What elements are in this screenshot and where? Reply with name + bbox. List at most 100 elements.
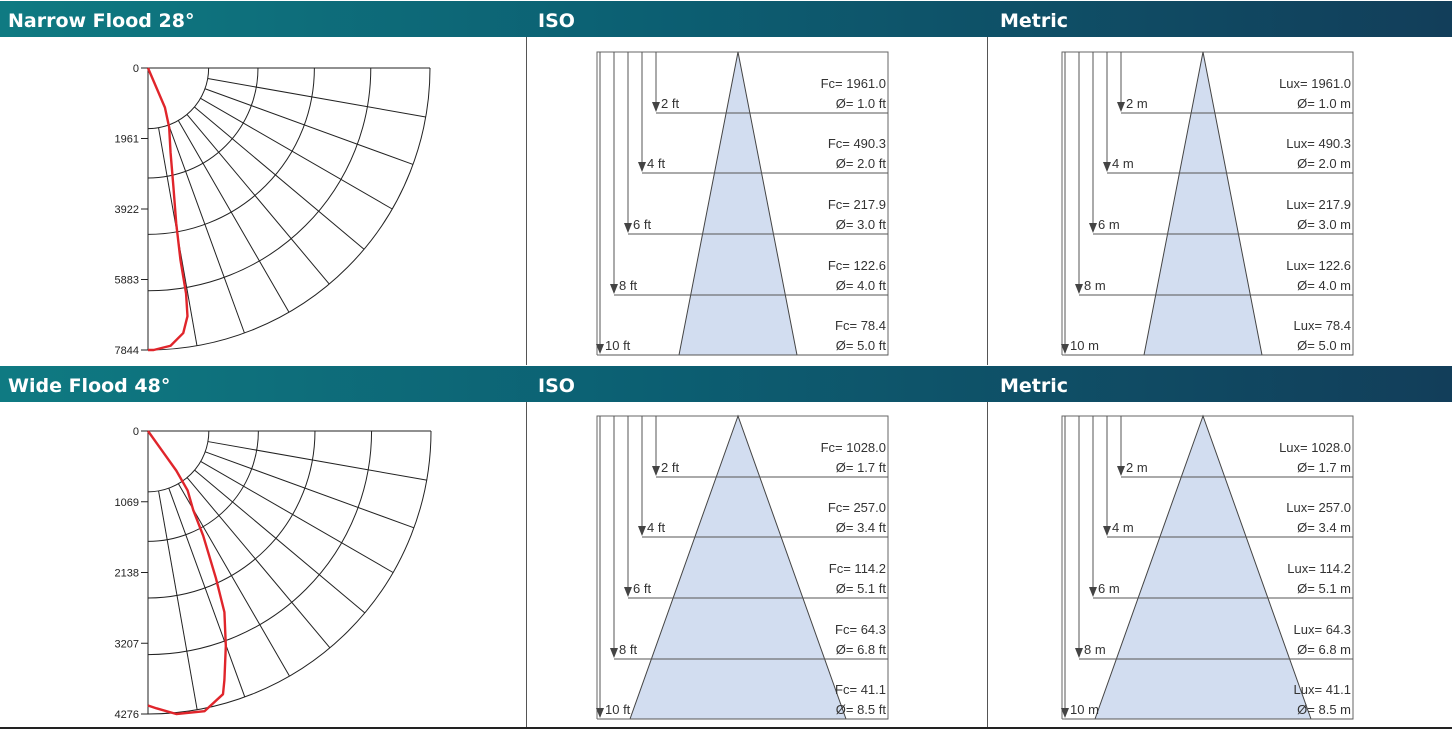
distance-label: 4 ft — [647, 156, 665, 171]
polar-radial — [177, 483, 290, 677]
metric-beam-diagram — [1061, 414, 1354, 720]
polar-arc — [147, 430, 432, 715]
arrow-head — [1103, 162, 1111, 172]
beam-diameter: Ø= 3.4 m — [1297, 520, 1351, 535]
distance-label: 6 ft — [633, 217, 651, 232]
bottom-rule — [0, 727, 1452, 729]
distance-label: 2 ft — [661, 96, 679, 111]
beam-diameter: Ø= 2.0 ft — [836, 156, 887, 171]
polar-tick-label: 3207 — [115, 638, 139, 650]
column-divider — [987, 37, 988, 365]
distance-label: 8 m — [1084, 642, 1106, 657]
section-title: Wide Flood 48° — [8, 375, 171, 397]
beam-diameter: Ø= 5.0 m — [1297, 338, 1351, 353]
distance-label: 2 m — [1126, 96, 1148, 111]
beam-diameter: Ø= 3.4 ft — [836, 520, 887, 535]
distance-label: 4 ft — [647, 520, 665, 535]
polar-tick-label: 2138 — [115, 568, 139, 580]
beam-diameter: Ø= 4.0 ft — [836, 278, 887, 293]
beam-diameter: Ø= 1.7 ft — [836, 460, 887, 475]
illuminance-value: Fc= 1028.0 — [821, 440, 886, 455]
polar-arc — [147, 430, 210, 493]
illuminance-value: Lux= 114.2 — [1287, 561, 1351, 576]
column-divider — [526, 402, 527, 727]
distance-label: 10 m — [1070, 702, 1099, 717]
beam-diameter: Ø= 5.0 ft — [836, 338, 887, 353]
illuminance-value: Fc= 490.3 — [828, 136, 886, 151]
polar-tick-label: 7844 — [115, 345, 139, 357]
polar-tick-label: 0 — [133, 63, 139, 75]
polar-radial — [205, 451, 415, 529]
polar-arc — [147, 67, 259, 179]
illuminance-value: Fc= 41.1 — [835, 682, 886, 697]
candela-curve — [147, 430, 228, 716]
beam-diameter: Ø= 5.1 m — [1297, 581, 1351, 596]
illuminance-value: Lux= 490.3 — [1286, 136, 1351, 151]
polar-radial — [204, 88, 414, 165]
polar-radial — [168, 124, 245, 334]
section-header-narrow: Narrow Flood 28° ISO Metric — [0, 1, 1452, 37]
arrow-head — [638, 162, 646, 172]
polar-radial — [207, 441, 427, 481]
beam-diameter: Ø= 2.0 m — [1297, 156, 1351, 171]
polar-arc — [147, 430, 259, 542]
illuminance-value: Fc= 257.0 — [828, 500, 886, 515]
distance-label: 10 ft — [605, 702, 631, 717]
metric-beam-diagram — [1061, 51, 1354, 356]
iso-beam-diagram — [596, 414, 889, 720]
section-title: Narrow Flood 28° — [8, 10, 195, 32]
distance-label: 8 ft — [619, 642, 637, 657]
distance-label: 8 ft — [619, 278, 637, 293]
arrow-head — [1061, 344, 1069, 354]
section-header-wide: Wide Flood 48° ISO Metric — [0, 366, 1452, 402]
arrow-head — [610, 648, 618, 658]
arrow-head — [624, 587, 632, 597]
distance-label: 4 m — [1112, 520, 1134, 535]
beam-cone — [678, 51, 798, 356]
arrow-head — [638, 526, 646, 536]
beam-diameter: Ø= 1.7 m — [1297, 460, 1351, 475]
illuminance-value: Fc= 217.9 — [828, 197, 886, 212]
illuminance-value: Lux= 122.6 — [1286, 258, 1351, 273]
polar-radial — [186, 477, 331, 649]
beam-diameter: Ø= 3.0 ft — [836, 217, 887, 232]
polar-tick-label: 5883 — [115, 275, 139, 287]
arrow-head — [652, 466, 660, 476]
distance-label: 6 ft — [633, 581, 651, 596]
polar-radial — [158, 490, 198, 710]
distance-label: 10 ft — [605, 338, 631, 353]
metric-header: Metric — [1000, 10, 1069, 32]
illuminance-value: Lux= 41.1 — [1294, 682, 1351, 697]
beam-diameter: Ø= 5.1 ft — [836, 581, 887, 596]
polar-tick-label: 3922 — [115, 204, 139, 216]
arrow-head — [1061, 708, 1069, 718]
illuminance-value: Lux= 78.4 — [1294, 318, 1351, 333]
illuminance-value: Fc= 122.6 — [828, 258, 886, 273]
polar-arc — [147, 67, 372, 292]
polar-radial — [177, 120, 290, 313]
arrow-head — [1075, 648, 1083, 658]
iso-header: ISO — [538, 10, 575, 32]
polar-tick-label: 0 — [133, 426, 139, 438]
iso-header: ISO — [538, 375, 575, 397]
polar-tick-label: 1961 — [115, 134, 139, 146]
distance-label: 6 m — [1098, 581, 1120, 596]
illuminance-value: Fc= 114.2 — [829, 561, 886, 576]
column-divider — [526, 37, 527, 365]
polar-diagram — [141, 67, 431, 352]
beam-diameter: Ø= 6.8 ft — [836, 642, 887, 657]
polar-radial — [200, 460, 394, 573]
metric-header: Metric — [1000, 375, 1069, 397]
polar-diagram — [141, 430, 432, 716]
illuminance-value: Lux= 1028.0 — [1279, 440, 1351, 455]
distance-label: 4 m — [1112, 156, 1134, 171]
illuminance-value: Lux= 64.3 — [1294, 622, 1351, 637]
beam-diameter: Ø= 3.0 m — [1297, 217, 1351, 232]
arrow-head — [596, 344, 604, 354]
polar-radial — [168, 488, 246, 698]
polar-radial — [194, 106, 365, 250]
polar-radial — [207, 78, 426, 118]
candela-curve — [146, 67, 189, 352]
beam-diameter: Ø= 8.5 m — [1297, 702, 1351, 717]
arrow-head — [1089, 587, 1097, 597]
